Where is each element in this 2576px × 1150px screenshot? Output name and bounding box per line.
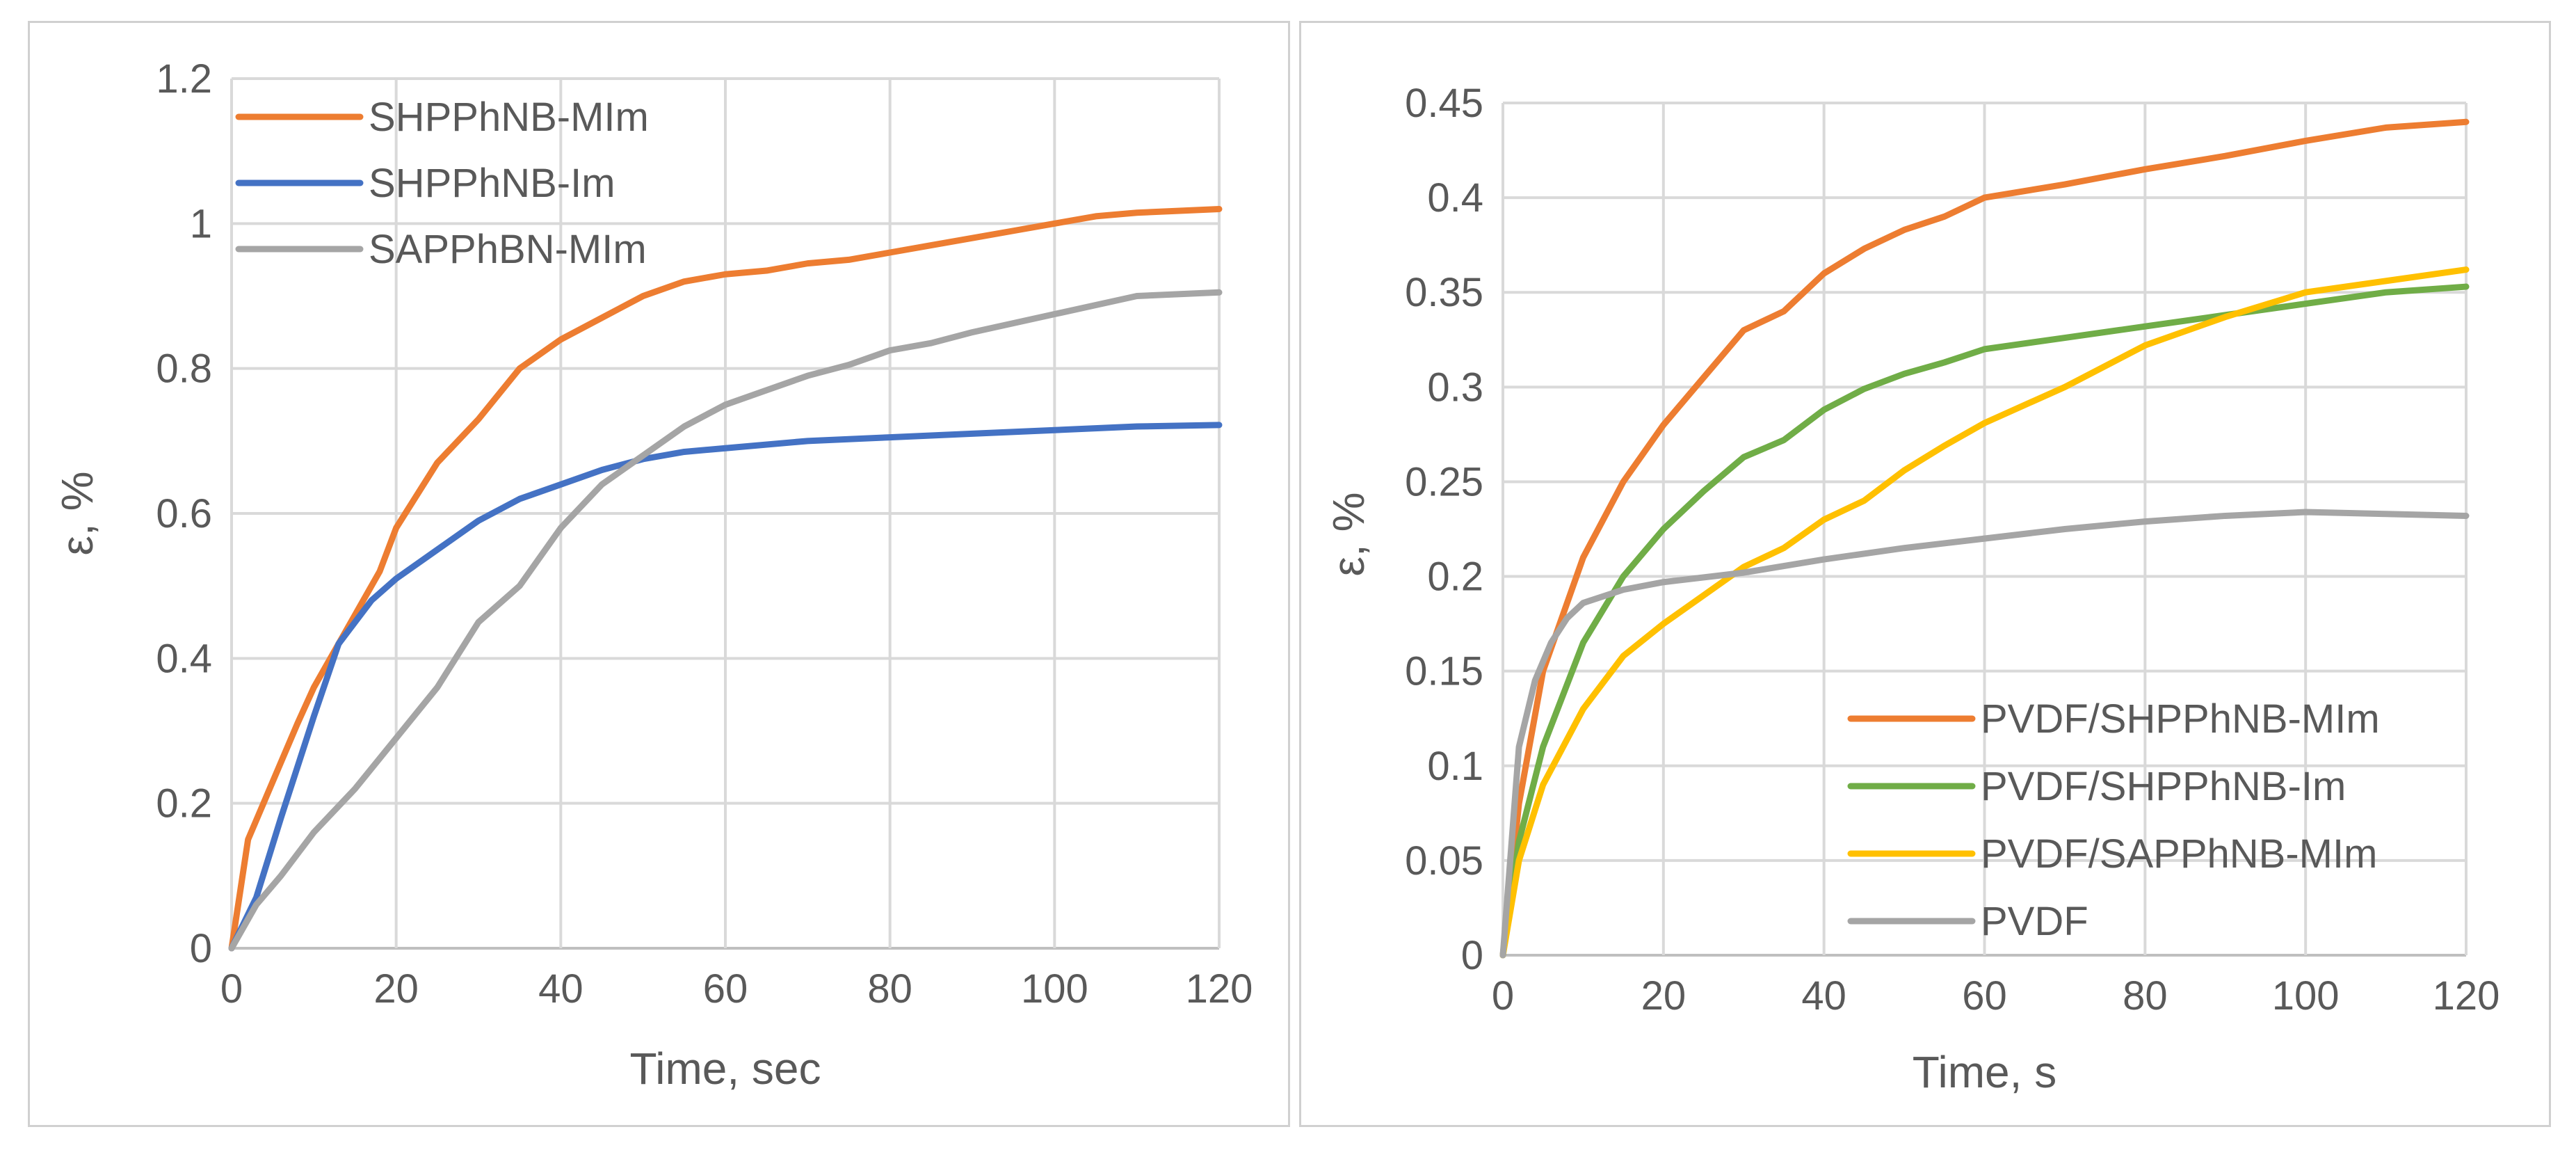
x-tick-label: 60: [1962, 973, 2007, 1019]
x-tick-label: 40: [538, 966, 583, 1012]
series-line-shpphnb-mim: [228, 206, 1223, 952]
series-line-pvdf-shpphnb-im: [1499, 283, 2470, 959]
right-chart-svg: 0 0.05 0.1 0.15 0.2 0.25 0.3 0.35 0.4 0.45 0 20 40 60…: [1323, 81, 2500, 1097]
x-tick-label: 100: [1021, 966, 1088, 1012]
y-tick-label: 0.45: [1405, 81, 1483, 126]
legend-label: PVDF: [1981, 899, 2088, 944]
x-tick-label: 80: [2123, 973, 2168, 1019]
y-tick-label: 0.6: [156, 491, 212, 536]
y-tick-label: 0.8: [156, 346, 212, 392]
y-tick-label: 0.4: [1427, 175, 1483, 221]
right-chart-panel: 0 0.05 0.1 0.15 0.2 0.25 0.3 0.35 0.4 0.45 0 20 40 60…: [1299, 21, 2551, 1127]
left-chart-panel: 0 0.2 0.4 0.6 0.8 1 1.2 0 20 40 60 80 100 120 Time, se…: [28, 21, 1290, 1127]
x-tick-label: 100: [2272, 973, 2340, 1019]
y-tick-label: 1.2: [156, 56, 212, 102]
x-tick-label: 80: [867, 966, 912, 1012]
x-tick-label: 20: [373, 966, 419, 1012]
y-tick-label: 1: [190, 201, 212, 246]
y-tick-label: 0.05: [1405, 838, 1483, 884]
y-axis-title: ε, %: [52, 472, 102, 556]
y-tick-label: 0.1: [1427, 744, 1483, 789]
legend-label: PVDF/SHPPhNB-Im: [1981, 764, 2346, 809]
x-tick-label: 60: [703, 966, 748, 1012]
y-tick-label: 0.25: [1405, 459, 1483, 504]
left-chart-svg: 0 0.2 0.4 0.6 0.8 1 1.2 0 20 40 60 80 100 120 Time, se…: [52, 56, 1253, 1094]
legend-label: PVDF/SAPPhNB-MIm: [1981, 831, 2377, 877]
x-tick-label: 0: [1492, 973, 1514, 1019]
x-axis-title: Time, sec: [630, 1044, 821, 1094]
series-line-pvdf-sapphnb-mim: [1499, 266, 2470, 959]
series-line-sapphbn-mim: [228, 289, 1223, 952]
x-tick-label: 40: [1801, 973, 1846, 1019]
legend-label: SHPPhNB-Im: [369, 161, 615, 206]
legend-label: PVDF/SHPPhNB-MIm: [1981, 696, 2380, 742]
y-tick-label: 0.15: [1405, 649, 1483, 694]
x-tick-label: 20: [1641, 973, 1687, 1019]
x-tick-label: 120: [1186, 966, 1253, 1012]
y-tick-label: 0: [190, 926, 212, 971]
y-tick-label: 0.35: [1405, 270, 1483, 315]
x-tick-label: 0: [220, 966, 243, 1012]
y-tick-label: 0.4: [156, 636, 212, 681]
series-line-pvdf: [1499, 509, 2470, 959]
y-tick-label: 0.2: [1427, 554, 1483, 600]
y-tick-label: 0.3: [1427, 365, 1483, 410]
y-tick-label: 0: [1461, 933, 1483, 978]
y-tick-label: 0.2: [156, 781, 212, 826]
legend-label: SAPPhBN-MIm: [369, 227, 647, 272]
x-axis-title: Time, s: [1913, 1047, 2056, 1097]
series-line-shpphnb-im: [228, 422, 1223, 952]
series-line-pvdf-shpphnb-mim: [1499, 118, 2470, 959]
x-tick-label: 120: [2433, 973, 2500, 1019]
legend-label: SHPPhNB-MIm: [369, 95, 649, 140]
y-axis-title: ε, %: [1323, 493, 1374, 577]
